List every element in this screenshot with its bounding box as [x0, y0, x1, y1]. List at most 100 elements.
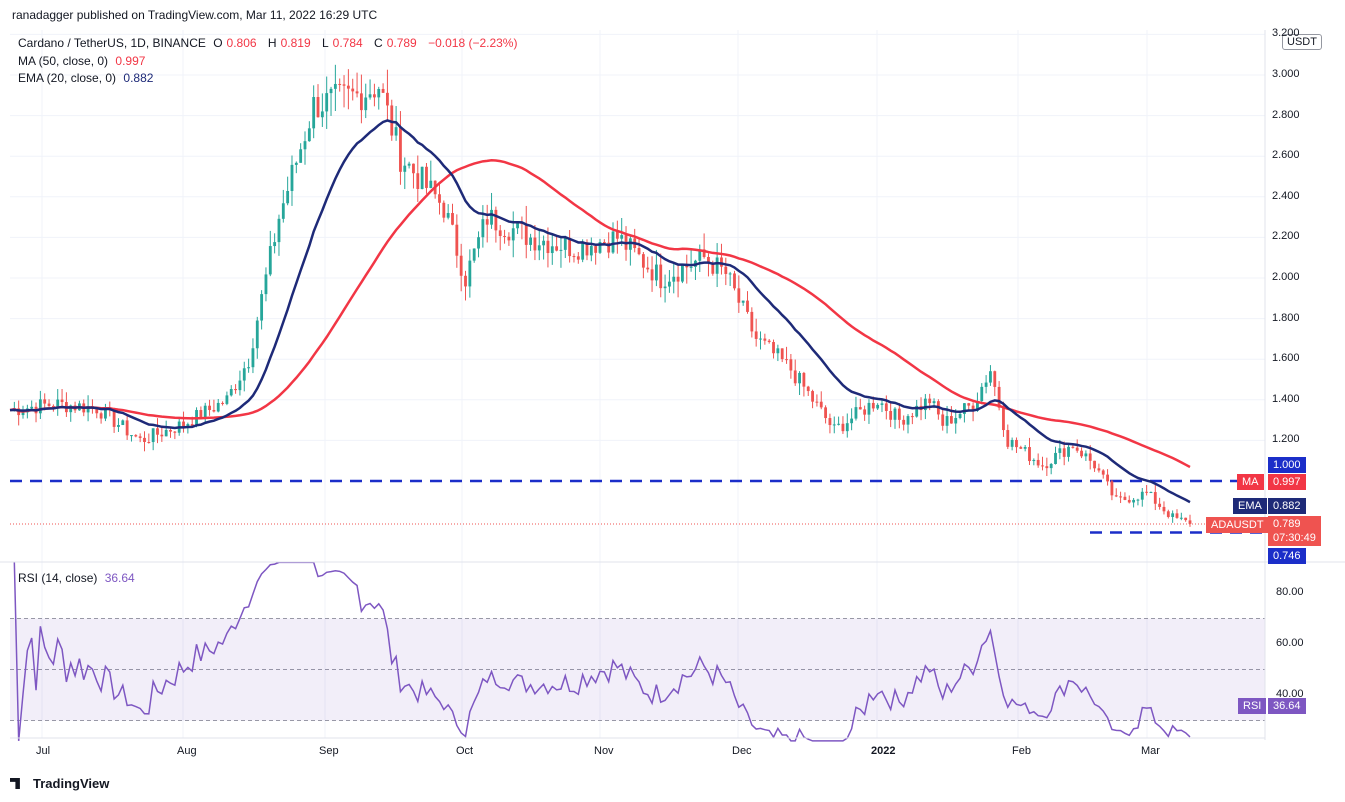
price-tick: 2.400 — [1272, 189, 1300, 202]
candle-body — [1045, 466, 1049, 469]
candle-body — [676, 276, 680, 282]
time-tick: Oct — [456, 745, 474, 757]
candle-body — [281, 203, 285, 219]
candle-body — [147, 442, 151, 444]
candle-body — [763, 338, 767, 341]
candles — [12, 64, 1192, 527]
candle-body — [1110, 481, 1114, 496]
candle-body — [51, 405, 55, 408]
candle-body — [711, 262, 715, 274]
candle-body — [681, 265, 684, 282]
candle-body — [364, 97, 368, 111]
candle-body — [568, 237, 572, 257]
price-tick: 1.200 — [1272, 433, 1300, 446]
candle-body — [1006, 430, 1010, 447]
price-tick: 2.600 — [1272, 149, 1300, 162]
rsi-legend[interactable]: RSI (14, close) 36.64 — [18, 571, 139, 585]
candle-body — [368, 94, 372, 98]
candle-body — [737, 288, 741, 303]
candle-body — [550, 246, 554, 254]
candle-body — [707, 256, 710, 263]
candle-body — [767, 340, 771, 343]
ma-legend-value: 0.997 — [115, 54, 146, 68]
candle-body — [1036, 459, 1040, 466]
candle-body — [47, 403, 51, 406]
candle-body — [533, 237, 537, 251]
candle-body — [156, 428, 159, 435]
rsi-line — [13, 561, 1191, 742]
candle-body — [1062, 448, 1066, 457]
candle-body — [1123, 496, 1127, 500]
ohlc-o: O 0.806 — [213, 36, 260, 50]
candle-body — [589, 246, 593, 256]
candle-body — [798, 372, 801, 384]
tradingview-logo[interactable]: TradingView — [10, 776, 109, 791]
candle-body — [277, 218, 281, 243]
candle-body — [1114, 495, 1118, 497]
candle-body — [1106, 474, 1109, 482]
candle-body — [989, 371, 992, 383]
candle-body — [477, 237, 480, 249]
candle-body — [130, 435, 133, 437]
candle-body — [242, 368, 246, 381]
symbol-name: Cardano / TetherUS, 1D, BINANCE — [18, 36, 206, 50]
candle-body — [251, 348, 255, 368]
candle-body — [507, 236, 511, 241]
candle-body — [169, 429, 172, 432]
candle-body — [954, 417, 958, 424]
candle-body — [30, 406, 34, 409]
candle-body — [993, 371, 997, 387]
ema-tag-label: EMA — [1233, 498, 1267, 514]
candle-body — [377, 88, 381, 98]
candle-body — [663, 286, 667, 289]
candle-body — [615, 231, 619, 239]
candle-body — [225, 395, 229, 404]
candle-body — [997, 386, 1001, 408]
candle-body — [1127, 499, 1131, 503]
candle-body — [715, 257, 719, 274]
ema-legend[interactable]: EMA (20, close, 0) 0.882 — [18, 71, 157, 85]
candle-body — [56, 399, 60, 408]
candle-body — [234, 388, 237, 391]
candle-body — [403, 165, 407, 172]
time-tick: Sep — [319, 745, 339, 757]
candle-body — [199, 410, 203, 419]
candle-body — [555, 246, 559, 251]
candle-body — [754, 331, 758, 339]
candle-body — [429, 180, 433, 188]
candle-body — [320, 111, 324, 118]
time-tick: 2022 — [871, 745, 896, 757]
l-label: L — [321, 36, 329, 50]
candle-body — [850, 418, 854, 424]
candle-body — [1032, 459, 1036, 462]
ema-tag-value: 0.882 — [1268, 498, 1306, 514]
candle-body — [837, 423, 841, 425]
candle-body — [143, 437, 146, 443]
candle-body — [1162, 506, 1166, 512]
candle-body — [641, 254, 645, 268]
candle-body — [485, 219, 489, 225]
candle-body — [134, 435, 138, 437]
candle-body — [1010, 439, 1014, 447]
candle-body — [503, 235, 506, 237]
candle-body — [1058, 448, 1062, 453]
time-tick: Aug — [177, 745, 197, 757]
candle-body — [685, 265, 689, 268]
candle-body — [780, 348, 784, 360]
ma-legend[interactable]: MA (50, close, 0) 0.997 — [18, 54, 149, 68]
candle-body — [38, 399, 42, 414]
publisher-line: ranadagger published on TradingView.com,… — [12, 8, 378, 22]
pair-tag-label: ADAUSDT — [1206, 517, 1269, 533]
candle-body — [828, 418, 832, 426]
candle-body — [802, 372, 806, 387]
candle-body — [720, 257, 723, 267]
candle-body — [963, 403, 966, 414]
o-value: 0.806 — [226, 36, 257, 50]
candle-body — [637, 248, 641, 255]
rsi-tag-value: 36.64 — [1268, 698, 1306, 714]
currency-unit[interactable]: USDT — [1282, 34, 1322, 50]
rsi-tick: 80.00 — [1276, 586, 1304, 598]
candle-body — [1175, 513, 1179, 518]
candle-body — [1101, 470, 1105, 475]
